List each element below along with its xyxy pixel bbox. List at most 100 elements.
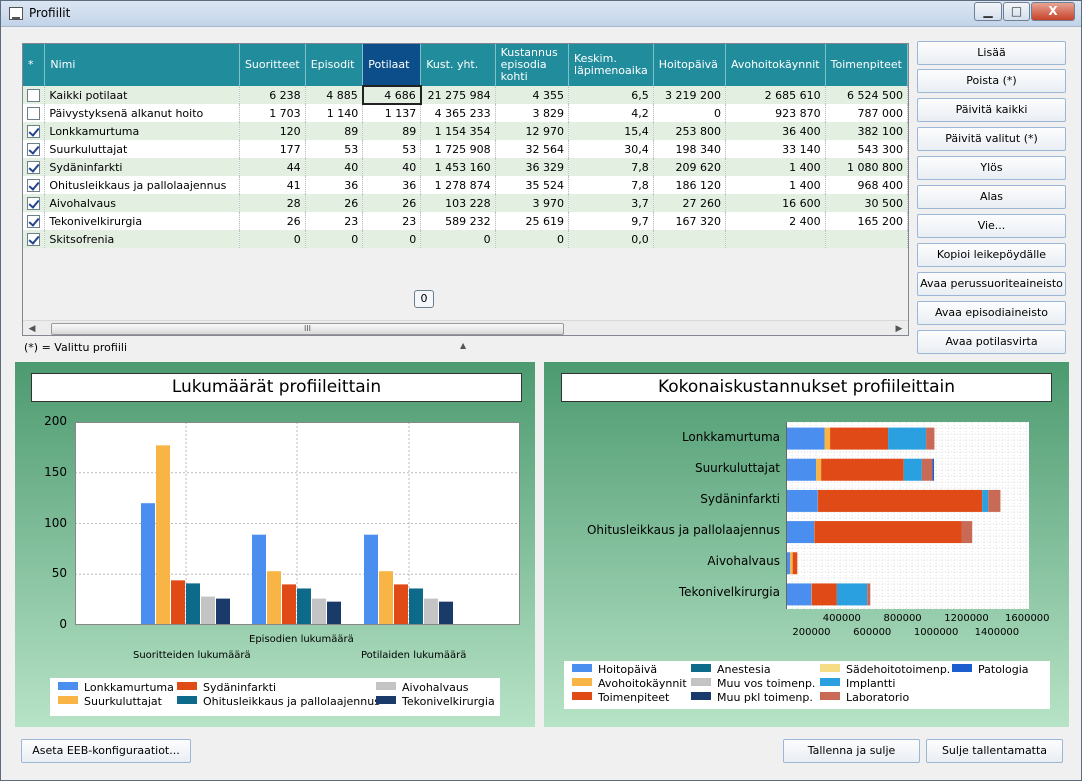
table-cell[interactable]: 6 238 xyxy=(239,86,306,104)
table-cell[interactable]: 25 619 xyxy=(495,212,570,230)
table-cell[interactable]: 36 400 xyxy=(725,122,826,140)
table-row[interactable]: Suurkuluttajat 177 53 53 1 725 908 32 564 30,4… xyxy=(23,140,908,158)
table-cell[interactable]: 4,2 xyxy=(568,104,654,122)
table-cell[interactable]: 198 340 xyxy=(653,140,726,158)
column-header-6[interactable]: Kustannus episodia kohti xyxy=(495,44,570,86)
table-cell[interactable]: 0 xyxy=(420,230,496,248)
table-cell[interactable]: 4 355 xyxy=(495,86,570,104)
row-checkbox-cell[interactable] xyxy=(23,230,46,248)
column-header-4[interactable]: Potilaat xyxy=(362,44,422,86)
add-button[interactable]: Lisää xyxy=(917,41,1066,65)
profile-name-cell[interactable]: Suurkuluttajat xyxy=(44,140,240,158)
table-cell[interactable]: 44 xyxy=(239,158,306,176)
copy-clipboard-button[interactable]: Kopioi leikepöydälle xyxy=(917,243,1066,267)
row-checkbox[interactable] xyxy=(27,178,41,192)
table-cell[interactable]: 28 xyxy=(239,194,306,212)
row-checkbox-cell[interactable] xyxy=(23,212,46,230)
table-cell[interactable]: 33 140 xyxy=(725,140,826,158)
table-cell[interactable]: 167 320 xyxy=(653,212,726,230)
table-cell[interactable]: 23 xyxy=(305,212,364,230)
row-checkbox[interactable] xyxy=(27,88,41,102)
table-cell[interactable]: 89 xyxy=(305,122,364,140)
delete-button[interactable]: Poista (*) xyxy=(917,69,1066,93)
table-cell[interactable]: 53 xyxy=(362,140,422,158)
table-cell[interactable]: 923 870 xyxy=(725,104,826,122)
table-row[interactable]: Ohitusleikkaus ja pallolaajennus 41 36 36 1 … xyxy=(23,176,908,194)
table-cell[interactable]: 26 xyxy=(362,194,422,212)
table-cell[interactable]: 1 080 800 xyxy=(825,158,908,176)
table-cell[interactable]: 1 140 xyxy=(305,104,364,122)
table-cell[interactable]: 0 xyxy=(362,230,422,248)
row-checkbox-cell[interactable] xyxy=(23,158,46,176)
table-cell[interactable]: 1 453 160 xyxy=(420,158,496,176)
table-cell[interactable]: 0 xyxy=(239,230,306,248)
table-cell[interactable]: 0,0 xyxy=(568,230,654,248)
table-cell[interactable]: 1 137 xyxy=(362,104,422,122)
column-header-7[interactable]: Keskim. läpimenoaika xyxy=(568,44,654,86)
configure-eeb-button[interactable]: Aseta EEB-konfiguraatiot... xyxy=(21,739,191,763)
table-row[interactable]: Tekonivelkirurgia 26 23 23 589 232 25 619 9,7 1… xyxy=(23,212,908,230)
table-cell[interactable]: 21 275 984 xyxy=(420,86,496,104)
table-cell[interactable]: 3 829 xyxy=(495,104,570,122)
table-cell[interactable]: 16 600 xyxy=(725,194,826,212)
table-row[interactable]: Päivystyksenä alkanut hoito 1 703 1 140 1 1… xyxy=(23,104,908,122)
open-patient-flow-button[interactable]: Avaa potilasvirta xyxy=(917,330,1066,354)
row-checkbox-cell[interactable] xyxy=(23,104,46,122)
table-cell[interactable]: 26 xyxy=(239,212,306,230)
row-checkbox-cell[interactable] xyxy=(23,86,46,104)
table-cell[interactable]: 1 725 908 xyxy=(420,140,496,158)
table-row[interactable]: Skitsofrenia 0 0 0 0 0 0,0 xyxy=(23,230,908,248)
scroll-right-icon[interactable]: ▶ xyxy=(895,324,903,334)
profile-name-cell[interactable]: Lonkkamurtuma xyxy=(44,122,240,140)
row-checkbox-cell[interactable] xyxy=(23,140,46,158)
table-cell[interactable]: 103 228 xyxy=(420,194,496,212)
table-cell[interactable]: 7,8 xyxy=(568,158,654,176)
table-cell[interactable]: 36 xyxy=(362,176,422,194)
scroll-left-icon[interactable]: ◀ xyxy=(28,324,36,334)
table-cell[interactable]: 2 685 610 xyxy=(725,86,826,104)
horizontal-scrollbar[interactable]: ◀ III ▶ xyxy=(23,320,908,335)
row-checkbox[interactable] xyxy=(27,196,41,210)
table-cell[interactable]: 968 400 xyxy=(825,176,908,194)
table-cell[interactable] xyxy=(725,230,826,248)
table-cell[interactable]: 4 686 xyxy=(361,85,422,105)
table-cell[interactable] xyxy=(653,230,726,248)
save-close-button[interactable]: Tallenna ja sulje xyxy=(783,739,920,763)
table-cell[interactable]: 3,7 xyxy=(568,194,654,212)
profile-name-cell[interactable]: Skitsofrenia xyxy=(44,230,240,248)
table-cell[interactable]: 1 400 xyxy=(725,176,826,194)
table-cell[interactable]: 30 500 xyxy=(825,194,908,212)
table-cell[interactable]: 209 620 xyxy=(653,158,726,176)
row-checkbox-cell[interactable] xyxy=(23,176,46,194)
table-cell[interactable]: 1 703 xyxy=(239,104,306,122)
column-header-10[interactable]: Toimenpiteet xyxy=(825,44,908,86)
column-header-0[interactable]: * xyxy=(23,44,46,86)
table-cell[interactable]: 177 xyxy=(239,140,306,158)
close-without-save-button[interactable]: Sulje tallentamatta xyxy=(926,739,1063,763)
minimize-button[interactable]: ▁ xyxy=(974,2,1002,21)
table-cell[interactable]: 3 219 200 xyxy=(653,86,726,104)
column-header-9[interactable]: Avohoitokäynnit xyxy=(725,44,826,86)
column-header-5[interactable]: Kust. yht. xyxy=(420,44,496,86)
table-cell[interactable]: 32 564 xyxy=(495,140,570,158)
maximize-button[interactable]: □ xyxy=(1003,2,1030,21)
table-cell[interactable]: 89 xyxy=(362,122,422,140)
table-cell[interactable]: 4 365 233 xyxy=(420,104,496,122)
table-row[interactable]: Aivohalvaus 28 26 26 103 228 3 970 3,7 27 260 16… xyxy=(23,194,908,212)
table-cell[interactable]: 253 800 xyxy=(653,122,726,140)
close-button[interactable]: X xyxy=(1031,2,1075,21)
refresh-all-button[interactable]: Päivitä kaikki xyxy=(917,98,1066,122)
move-up-button[interactable]: Ylös xyxy=(917,156,1066,180)
column-header-8[interactable]: Hoitopäivä xyxy=(653,44,726,86)
table-cell[interactable]: 35 524 xyxy=(495,176,570,194)
row-checkbox[interactable] xyxy=(27,232,41,246)
table-cell[interactable]: 27 260 xyxy=(653,194,726,212)
row-checkbox[interactable] xyxy=(27,214,41,228)
table-cell[interactable]: 589 232 xyxy=(420,212,496,230)
table-cell[interactable]: 40 xyxy=(362,158,422,176)
table-cell[interactable]: 0 xyxy=(495,230,570,248)
table-cell[interactable]: 12 970 xyxy=(495,122,570,140)
table-row[interactable]: Sydäninfarkti 44 40 40 1 453 160 36 329 7,8 209… xyxy=(23,158,908,176)
column-header-3[interactable]: Episodit xyxy=(305,44,364,86)
column-header-2[interactable]: Suoritteet xyxy=(239,44,306,86)
